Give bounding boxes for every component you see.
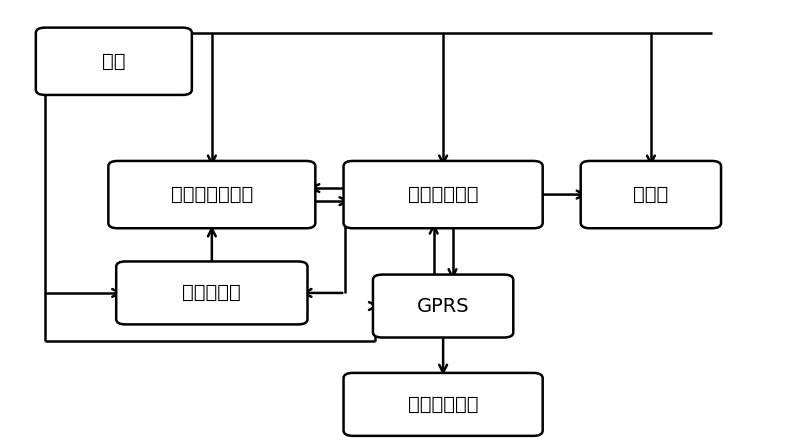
FancyBboxPatch shape (343, 161, 542, 228)
FancyBboxPatch shape (116, 261, 307, 324)
Text: GPRS: GPRS (417, 297, 470, 316)
Text: 电阻率探杆: 电阻率探杆 (182, 283, 242, 302)
Text: 数据处理模块: 数据处理模块 (408, 395, 478, 414)
FancyBboxPatch shape (108, 161, 315, 228)
FancyBboxPatch shape (343, 373, 542, 436)
Text: 中央控制单元: 中央控制单元 (408, 185, 478, 204)
FancyBboxPatch shape (581, 161, 721, 228)
Text: 数字信号采集器: 数字信号采集器 (170, 185, 253, 204)
Text: 存储器: 存储器 (634, 185, 669, 204)
FancyBboxPatch shape (373, 275, 514, 338)
Text: 电源: 电源 (102, 52, 126, 71)
FancyBboxPatch shape (36, 28, 192, 95)
